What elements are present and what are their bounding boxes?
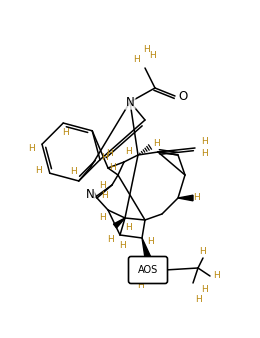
Text: H: H [136,281,143,290]
Text: H: H [119,241,125,249]
FancyBboxPatch shape [128,257,167,284]
Text: H: H [70,167,77,176]
Text: H: H [143,45,150,53]
Text: H: H [194,193,200,202]
Text: H: H [35,166,42,175]
Text: H: H [62,127,69,137]
Polygon shape [113,218,125,228]
Text: H: H [147,237,153,245]
Text: N: N [126,96,134,108]
Text: AOS: AOS [138,265,158,275]
Text: H: H [101,191,107,199]
Text: O: O [178,90,188,102]
Text: H: H [133,55,139,65]
Text: N: N [86,189,94,201]
Text: H: H [201,286,207,294]
Text: H: H [110,163,116,171]
Text: H: H [107,149,113,158]
Text: H: H [201,148,207,158]
Text: H: H [214,270,220,280]
Text: H: H [153,139,159,147]
Text: H: H [200,246,206,256]
Polygon shape [142,238,151,259]
Text: H: H [125,147,131,156]
Text: H: H [100,214,106,222]
Text: H: H [101,153,107,163]
Text: H: H [150,51,156,61]
Text: H: H [107,235,113,243]
Text: H: H [196,295,202,305]
Text: H: H [99,180,105,190]
Text: H: H [28,144,34,153]
Polygon shape [178,195,193,201]
Text: H: H [125,223,131,233]
Text: H: H [201,138,207,146]
